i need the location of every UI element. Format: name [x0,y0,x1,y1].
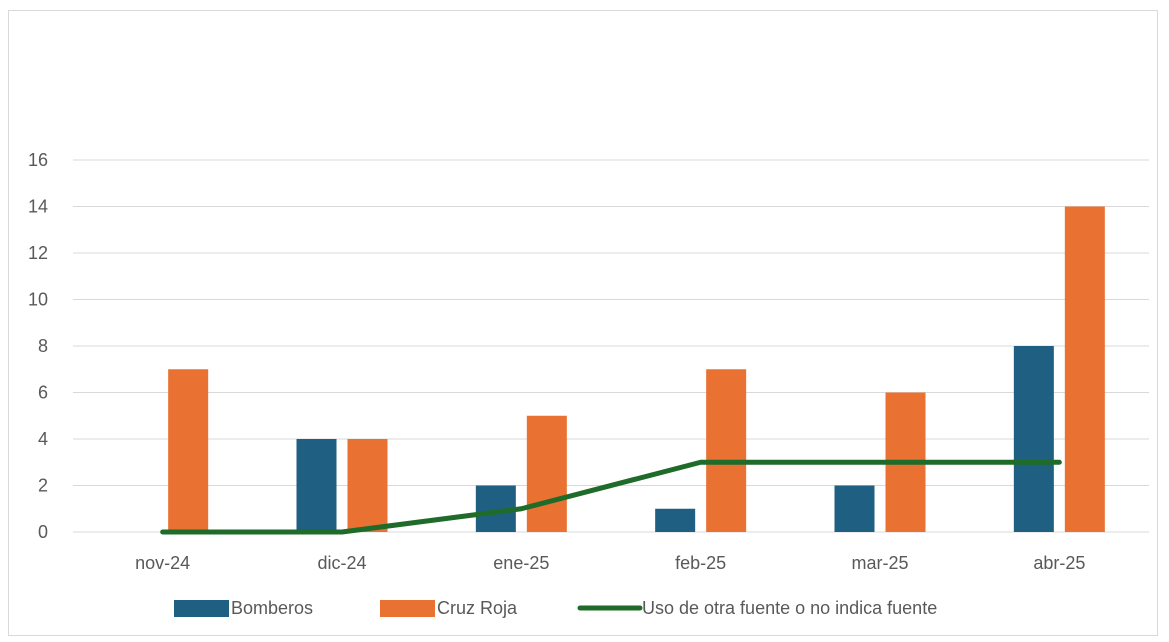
y-tick-label: 0 [38,522,48,542]
bar-cruz-roja-dic-24 [347,439,388,532]
x-tick-label: abr-25 [1033,553,1085,573]
y-tick-label: 16 [28,150,48,170]
bar-cruz-roja-ene-25 [526,415,567,532]
y-axis-ticks: 0 2 4 6 8 10 12 14 16 [28,150,48,542]
bar-bomberos-feb-25 [655,508,696,532]
line-series [160,459,1062,535]
gridlines [73,159,1149,533]
legend-label: Cruz Roja [437,598,518,618]
bar-bomberos-abr-25 [1013,346,1054,532]
bars [168,206,1105,532]
x-axis-ticks: nov-24 dic-24 ene-25 feb-25 mar-25 abr-25 [135,553,1085,573]
y-tick-label: 14 [28,197,48,217]
x-tick-label: mar-25 [851,553,908,573]
bar-cruz-roja-feb-25 [706,369,747,532]
y-tick-label: 12 [28,243,48,263]
y-tick-label: 6 [38,383,48,403]
legend-label: Bomberos [231,598,313,618]
y-tick-label: 4 [38,429,48,449]
legend: Bomberos Cruz Roja Uso de otra fuente o no… [174,598,937,618]
x-tick-label: dic-24 [317,553,366,573]
y-tick-label: 8 [38,336,48,356]
legend-swatch-cruz-roja [380,600,435,617]
legend-label: Uso de otra fuente o no indica fuente [642,598,937,618]
x-tick-label: nov-24 [135,553,190,573]
bar-cruz-roja-abr-25 [1064,206,1105,532]
bar-bomberos-mar-25 [834,485,875,532]
bar-bomberos-dic-24 [296,439,337,532]
legend-swatch-bomberos [174,600,229,617]
y-tick-label: 2 [38,476,48,496]
line-uso-de-otra-fuente [160,459,1062,535]
x-tick-label: feb-25 [675,553,726,573]
y-tick-label: 10 [28,290,48,310]
bar-cruz-roja-nov-24 [168,369,209,532]
x-tick-label: ene-25 [493,553,549,573]
